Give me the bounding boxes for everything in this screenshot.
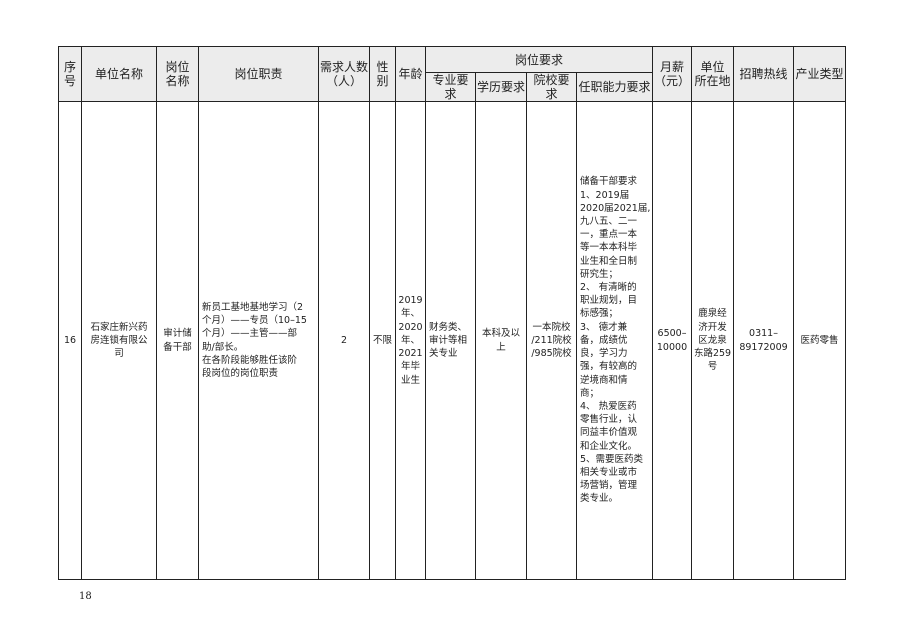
header-salary: 月薪 （元）: [651, 46, 693, 102]
cell-industry: 医药零售: [793, 101, 847, 580]
header-company: 单位名称: [81, 46, 157, 102]
cell-age: 2019 年、 2020 年、 2021 年毕 业生: [395, 101, 426, 580]
header-major: 专业要求: [425, 72, 476, 102]
cell-ability: 储备干部要求 1、2019届 2020届2021届, 九八五、二一 一，重点一本…: [576, 101, 653, 580]
header-school: 院校要求: [526, 72, 577, 102]
table-row: 16 石家庄新兴药 房连锁有限公 司 审计储 备干部 新员工基地基地学习（2 个…: [58, 101, 847, 580]
header-industry: 产业类型: [793, 46, 847, 102]
cell-salary: 6500– 10000: [651, 101, 693, 580]
cell-count: 2: [318, 101, 370, 580]
header-location: 单位 所在地: [691, 46, 735, 102]
header-duties: 岗位职责: [198, 46, 319, 102]
header-count: 需求人数 （人）: [318, 46, 370, 102]
cell-gender: 不限: [369, 101, 396, 580]
page-number: 18: [79, 591, 92, 602]
header-education: 学历要求: [475, 72, 527, 102]
cell-school: 一本院校 /211院校 /985院校: [526, 101, 577, 580]
header-requirements: 岗位要求: [425, 46, 653, 73]
header-gender: 性 别: [369, 46, 396, 102]
header-age: 年龄: [395, 46, 426, 102]
cell-company: 石家庄新兴药 房连锁有限公 司: [81, 101, 157, 580]
cell-position: 审计储 备干部: [156, 101, 199, 580]
cell-major: 财务类、 审计等相 关专业: [425, 101, 476, 580]
recruitment-table: 序号 单位名称 岗位 名称 岗位职责 需求人数 （人） 性 别 年龄 岗位要求 …: [58, 46, 847, 580]
header-no: 序号: [58, 46, 82, 102]
cell-location: 鹿泉经 济开发 区龙泉 东路259 号: [691, 101, 735, 580]
header-hotline: 招聘热线: [733, 46, 795, 102]
cell-education: 本科及以 上: [475, 101, 527, 580]
header-ability: 任职能力要求: [576, 72, 653, 102]
header-position: 岗位 名称: [156, 46, 199, 102]
cell-no: 16: [58, 101, 82, 580]
cell-duties: 新员工基地基地学习（2 个月）——专员（10–15 个月）——主管——部 助/部…: [198, 101, 319, 580]
cell-hotline: 0311– 89172009: [733, 101, 795, 580]
